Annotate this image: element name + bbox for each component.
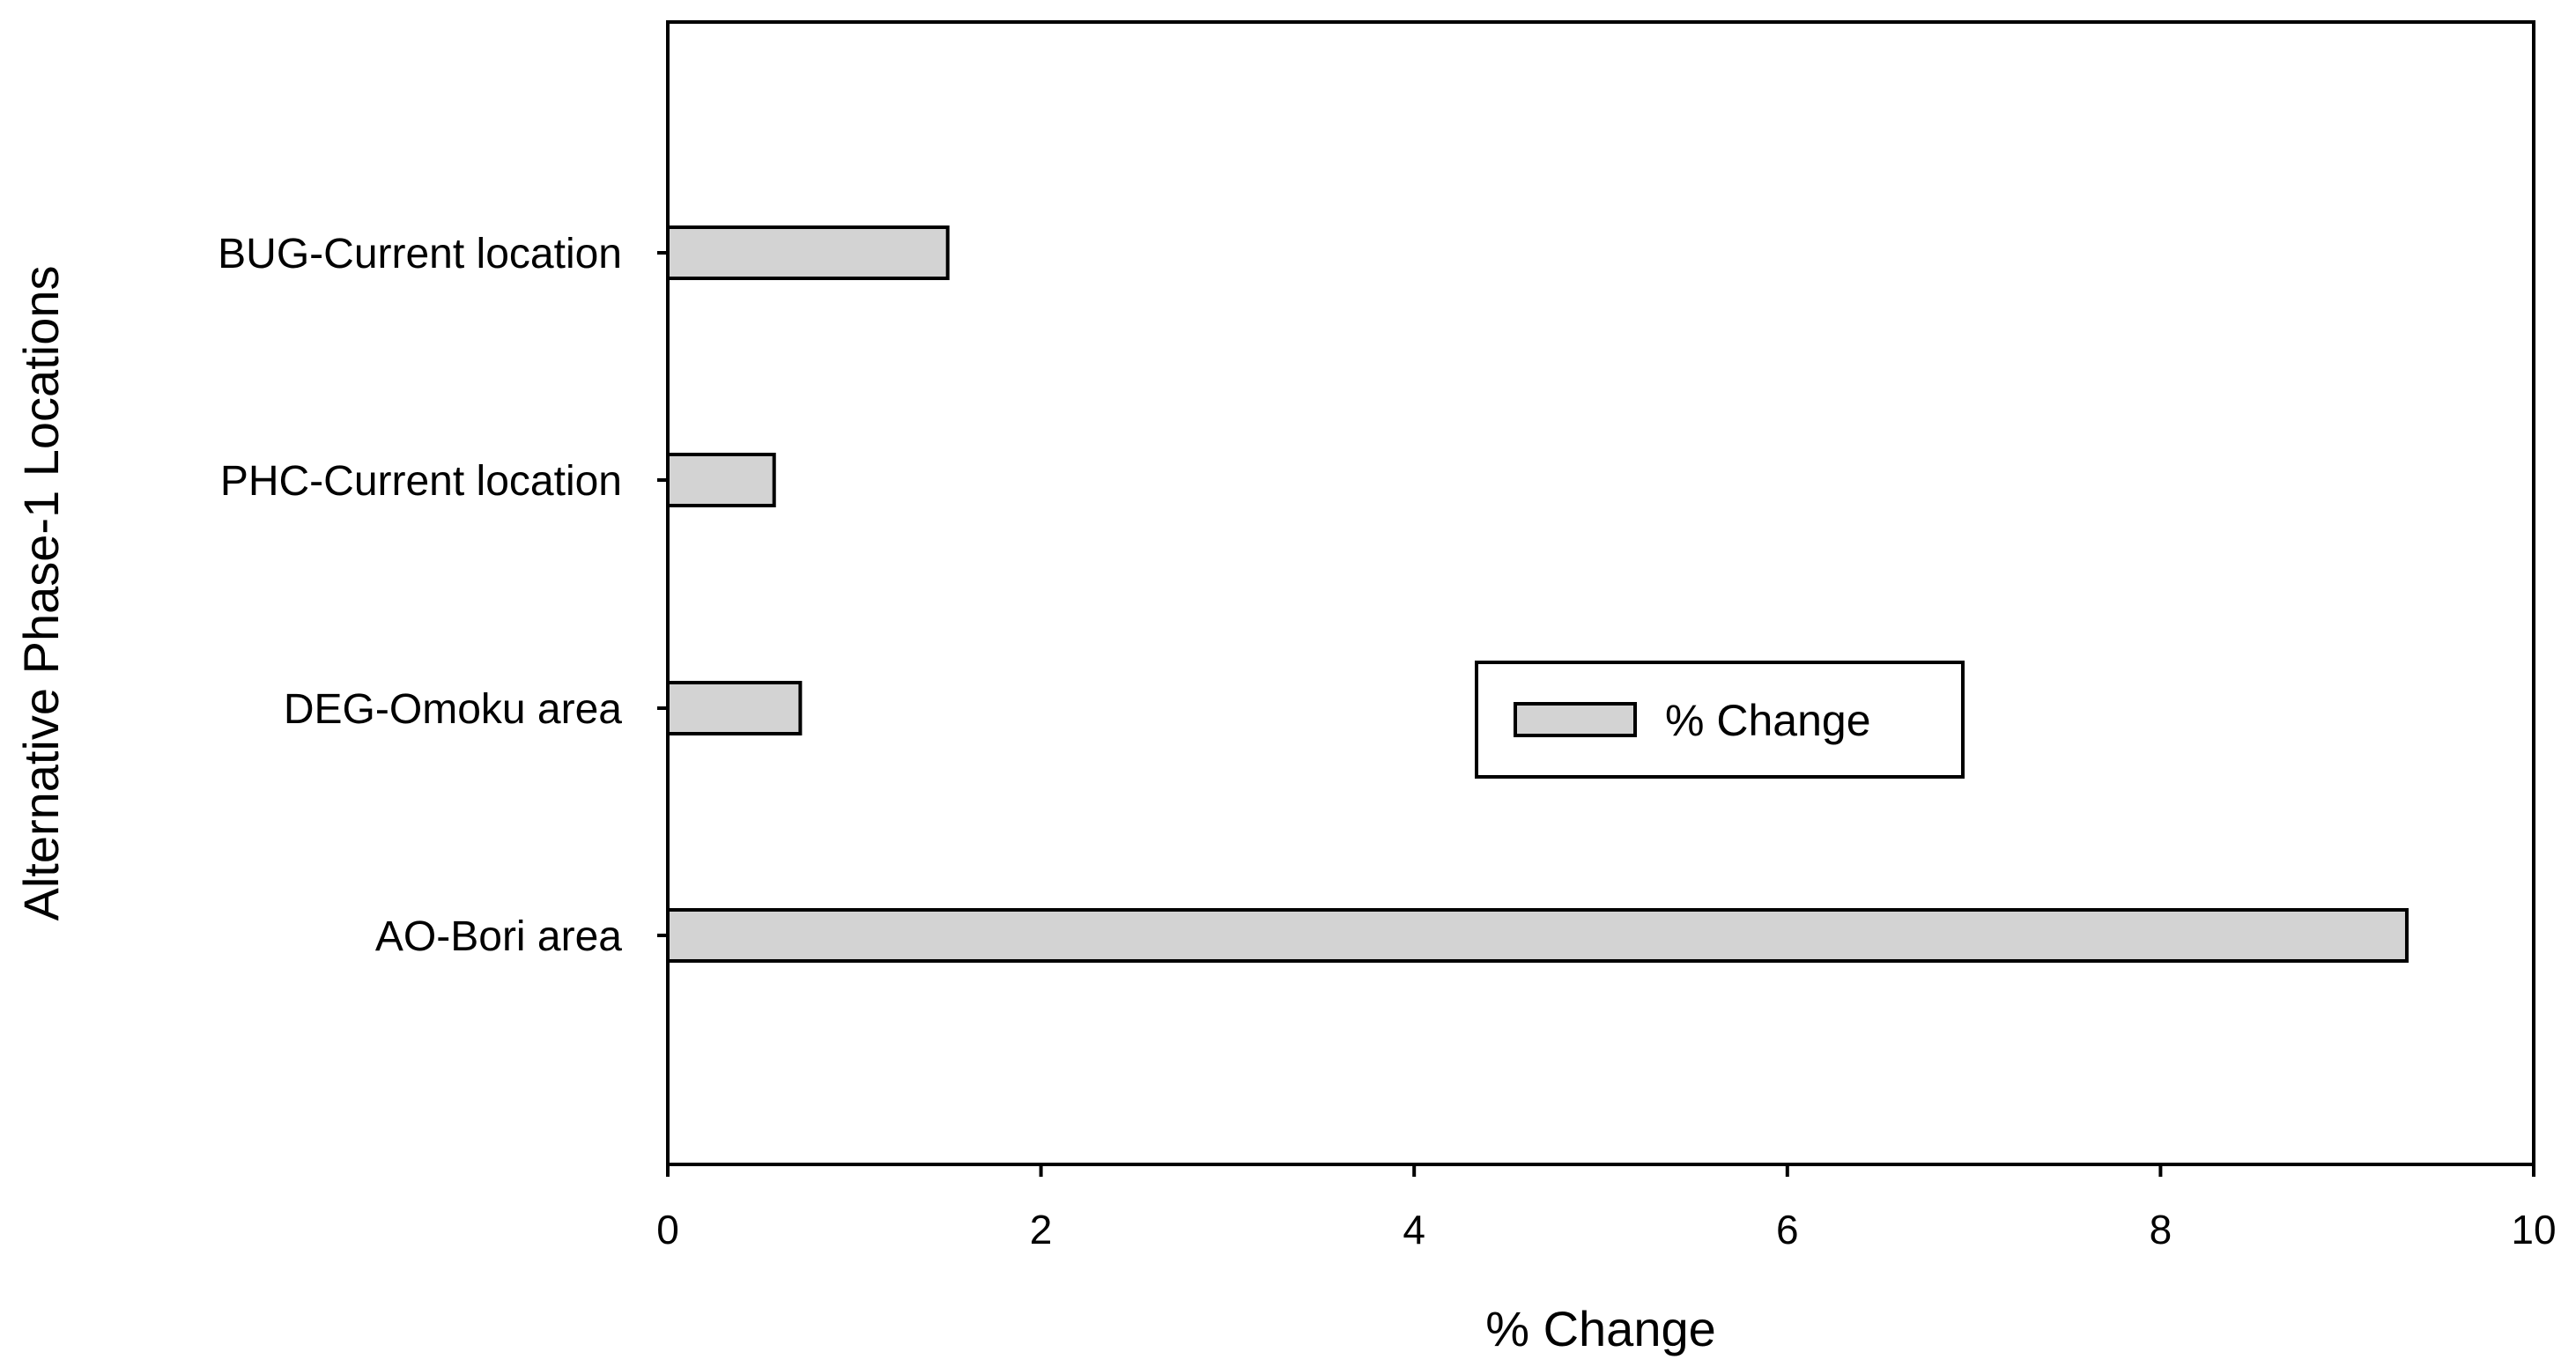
- legend-label: % Change: [1665, 696, 1871, 745]
- legend: % Change: [1475, 661, 1965, 779]
- y-axis-label: Alternative Phase-1 Locations: [13, 266, 69, 921]
- bar: [666, 225, 950, 280]
- category-label: BUG-Current location: [218, 231, 622, 277]
- category-label: DEG-Omoku area: [284, 686, 622, 733]
- x-tick-label: 4: [1403, 1207, 1425, 1252]
- x-tick-label: 2: [1030, 1207, 1053, 1252]
- bars-layer: [666, 225, 2409, 963]
- category-label: PHC-Current location: [220, 458, 622, 505]
- legend-swatch: [1514, 702, 1637, 737]
- x-tick-label: 0: [656, 1207, 679, 1252]
- x-axis-label: % Change: [1485, 1301, 1716, 1356]
- legend-box: [1475, 661, 1965, 779]
- category-labels: BUG-Current location PHC-Current location…: [218, 231, 668, 960]
- x-tick-label: 6: [1776, 1207, 1799, 1252]
- x-tick-label: 10: [2511, 1207, 2556, 1252]
- bar: [666, 681, 803, 735]
- category-label: AO-Bori area: [375, 913, 622, 960]
- x-ticks: 0 2 4 6 8 10: [656, 1164, 2557, 1252]
- x-tick-label: 8: [2150, 1207, 2173, 1252]
- plot-frame: [666, 20, 2535, 1166]
- bar: [666, 908, 2409, 963]
- bar: [666, 453, 776, 507]
